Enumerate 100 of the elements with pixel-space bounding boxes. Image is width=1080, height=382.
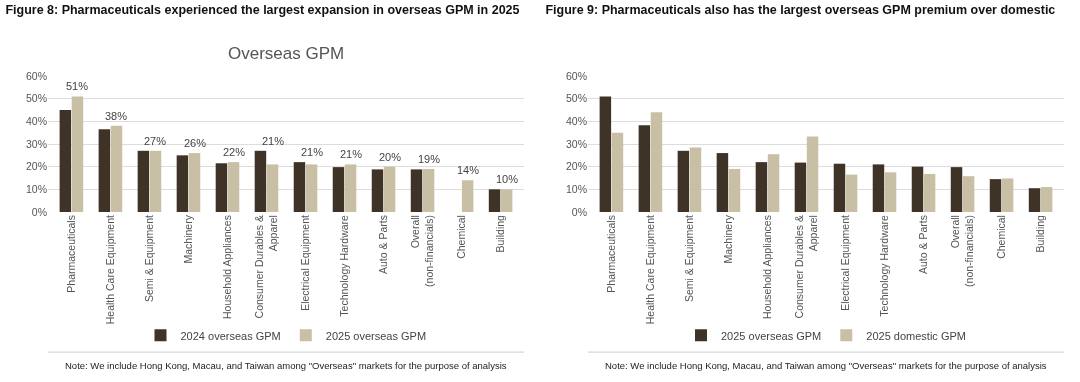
data-label: 22% xyxy=(223,146,246,158)
x-tick-label: Consumer Durables & Apparel xyxy=(253,215,279,319)
bar xyxy=(98,129,111,212)
bar xyxy=(188,153,201,212)
x-tick-label: Machinery xyxy=(721,214,734,264)
bar xyxy=(110,125,123,212)
bar xyxy=(989,179,1002,212)
y-tick-label: 10% xyxy=(25,183,47,196)
bar xyxy=(410,169,423,212)
bar xyxy=(500,189,513,212)
bar xyxy=(962,176,975,212)
bar xyxy=(215,163,228,212)
x-tick-label: Overall (non-financials) xyxy=(409,215,435,287)
legend-label: 2025 overseas GPM xyxy=(325,329,427,342)
data-label: 21% xyxy=(340,148,363,160)
text: Note: We include Hong Kong, Macau, and Taiwan among "Overseas" markets for the purpose of analysis xyxy=(605,360,1047,371)
bar xyxy=(332,167,345,212)
bar xyxy=(611,132,624,212)
x-tick-label: Household Appliances xyxy=(760,215,773,320)
bar xyxy=(911,166,924,212)
x-tick-label: Electrical Equipment xyxy=(838,215,851,311)
bar xyxy=(371,169,384,212)
bar xyxy=(254,150,267,212)
legend-label: 2025 overseas GPM xyxy=(721,329,822,342)
x-tick-label: Building xyxy=(494,214,506,253)
bar xyxy=(266,164,279,212)
bar xyxy=(344,164,357,212)
bar xyxy=(884,172,897,212)
bar xyxy=(176,155,189,212)
bar xyxy=(806,136,819,212)
bar xyxy=(677,150,690,212)
y-tick-label: 40% xyxy=(565,115,587,128)
data-label: 27% xyxy=(144,135,167,147)
y-tick-label: 30% xyxy=(25,137,47,150)
chart-title: Figure 8: Pharmaceuticals experienced the largest expansion in overseas GPM in 2025 xyxy=(5,3,520,18)
data-label: 10% xyxy=(496,173,519,185)
legend-label: 2024 overseas GPM xyxy=(180,329,281,342)
y-tick-label: 50% xyxy=(25,92,47,105)
x-tick-label: Auto & Parts xyxy=(916,215,929,275)
bar xyxy=(383,166,396,212)
chart-title: Figure 9: Pharmaceuticals also has the largest overseas GPM premium over domestic xyxy=(545,3,1056,18)
data-label: 38% xyxy=(105,110,128,122)
x-tick-label: Semi & Equipment xyxy=(682,215,695,303)
data-label: 21% xyxy=(262,135,285,147)
y-tick-label: 60% xyxy=(25,69,47,82)
x-tick-label: Health Care Equipment xyxy=(643,215,656,325)
y-tick-label: 50% xyxy=(565,92,587,105)
bar xyxy=(1001,178,1014,212)
y-tick-label: 10% xyxy=(565,183,587,196)
bar xyxy=(950,167,963,212)
y-tick-label: 30% xyxy=(565,137,587,150)
bar xyxy=(833,163,846,212)
bar xyxy=(794,162,807,212)
bar xyxy=(650,112,663,212)
text: Note: We include Hong Kong, Macau, and Taiwan among "Overseas" markets for the purpose of analysis xyxy=(65,360,507,371)
bar xyxy=(689,147,702,212)
x-tick-label: Overall (non-financials) xyxy=(949,215,975,287)
bar xyxy=(716,153,729,212)
x-tick-label: Chemical xyxy=(994,215,1007,259)
x-tick-label: Technology Hardware xyxy=(337,214,350,317)
x-tick-label: Auto & Parts xyxy=(376,215,389,275)
bar xyxy=(59,110,72,212)
bar xyxy=(422,168,435,212)
y-tick-label: 20% xyxy=(565,160,587,173)
x-tick-label: Machinery xyxy=(181,214,194,264)
y-tick-label: 40% xyxy=(25,115,47,128)
data-label: 20% xyxy=(379,151,402,163)
x-tick-label: Building xyxy=(1034,214,1046,253)
bar xyxy=(137,150,150,212)
x-tick-label: Household Appliances xyxy=(220,215,233,320)
bar xyxy=(923,173,936,212)
bar xyxy=(461,180,474,212)
x-tick-label: Consumer Durables & Apparel xyxy=(793,215,819,319)
data-label: 21% xyxy=(301,146,324,158)
data-label: 26% xyxy=(184,137,207,149)
bar xyxy=(227,162,240,212)
bar xyxy=(872,164,885,212)
data-label: 19% xyxy=(418,153,441,165)
bar xyxy=(845,174,858,212)
chart-subtitle: Overseas GPM xyxy=(228,44,345,63)
data-label: 14% xyxy=(457,164,480,176)
y-tick-label: 0% xyxy=(571,205,587,218)
bar xyxy=(305,164,318,212)
legend-label: 2025 domestic GPM xyxy=(866,329,966,342)
bar xyxy=(599,96,612,212)
bar xyxy=(1028,188,1041,212)
x-tick-label: Pharmaceuticals xyxy=(64,215,77,293)
x-tick-label: Chemical xyxy=(454,215,467,259)
y-tick-label: 20% xyxy=(25,160,47,173)
bar xyxy=(1040,187,1053,212)
bar xyxy=(293,162,306,212)
x-tick-label: Electrical Equipment xyxy=(298,215,311,311)
x-tick-label: Semi & Equipment xyxy=(142,215,155,303)
y-tick-label: 60% xyxy=(565,69,587,82)
data-label: 51% xyxy=(66,80,89,92)
x-tick-label: Technology Hardware xyxy=(877,214,890,317)
bar xyxy=(767,154,780,212)
x-tick-label: Health Care Equipment xyxy=(103,215,116,325)
bar xyxy=(488,189,501,212)
x-tick-label: Pharmaceuticals xyxy=(604,215,617,293)
